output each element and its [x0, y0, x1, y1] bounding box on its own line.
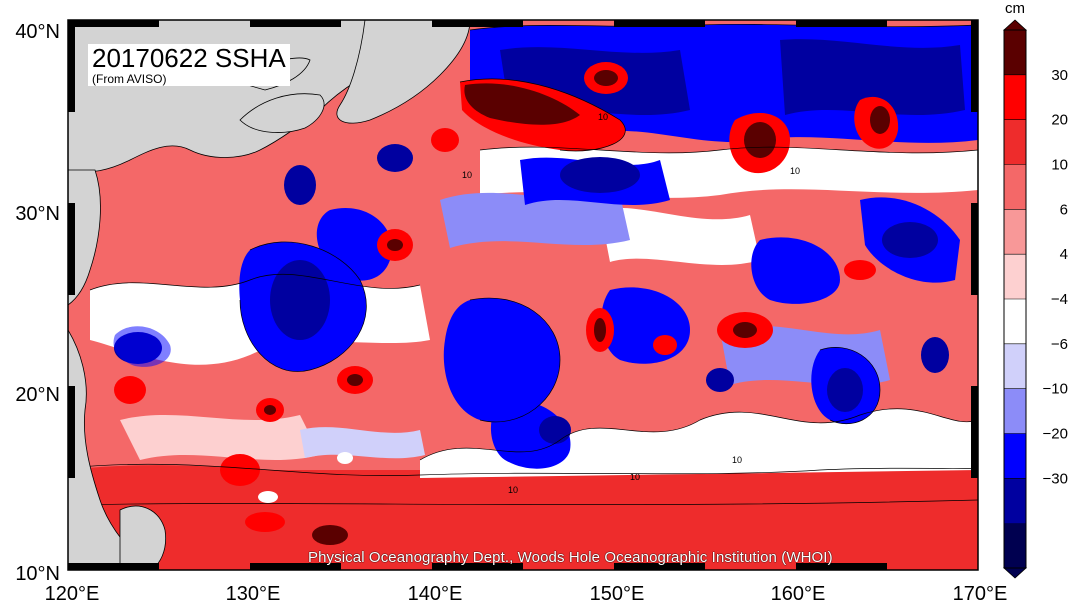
- frame-border-bottom: [68, 563, 887, 570]
- colorbar-tick-label: 6: [1060, 201, 1068, 218]
- contour-label: 10: [508, 485, 518, 495]
- lat-label-20n: 20°N: [15, 384, 60, 406]
- map-title-box: 20170622 SSHA (From AVISO): [88, 44, 290, 86]
- colorbar-swatch: [1004, 388, 1026, 434]
- colorbar-swatch: [1004, 119, 1026, 165]
- colorbar-tick-label: −30: [1043, 470, 1068, 487]
- colorbar-swatch: [1004, 209, 1026, 255]
- frame-border-left: [68, 20, 75, 478]
- contour-label: 10: [630, 472, 640, 482]
- contour-labels: 10 10 10 10 10 10: [462, 112, 800, 495]
- colorbar-tick-label: −4: [1051, 291, 1068, 308]
- colorbar-swatch: [1004, 30, 1026, 76]
- colorbar-swatch: [1004, 433, 1026, 479]
- map-subtitle: (From AVISO): [92, 72, 167, 86]
- colorbar-swatch: [1004, 523, 1026, 569]
- contour-label: 10: [598, 112, 608, 122]
- colorbar-swatch: [1004, 164, 1026, 210]
- colorbar-swatch: [1004, 343, 1026, 390]
- credit-text: Physical Oceanography Dept., Woods Hole …: [308, 549, 833, 566]
- contour-label: 10: [732, 455, 742, 465]
- lat-axis: 40°N 30°N 20°N 10°N: [15, 21, 60, 585]
- lon-label-150e: 150°E: [590, 583, 645, 605]
- lat-label-30n: 30°N: [15, 203, 60, 225]
- lon-axis: 120°E 130°E 140°E 150°E 160°E 170°E: [45, 583, 1008, 605]
- colorbar-top-arrow: [1002, 19, 1028, 31]
- colorbar-tick-label: −20: [1043, 426, 1068, 443]
- frame-border-top: [68, 20, 887, 27]
- colorbar-unit: cm: [1005, 0, 1025, 17]
- colorbar-bottom-arrow: [1002, 567, 1028, 579]
- lon-label-140e: 140°E: [408, 583, 463, 605]
- colorbar-tick-label: −6: [1051, 336, 1068, 353]
- ssha-field: [68, 20, 978, 570]
- colorbar-tick-label: 20: [1051, 112, 1068, 129]
- colorbar-swatch: [1004, 74, 1026, 121]
- lon-label-120e: 120°E: [45, 583, 100, 605]
- lon-label-170e: 170°E: [953, 583, 1008, 605]
- lat-label-40n: 40°N: [15, 21, 60, 43]
- colorbar: cm 30 20 10 6 4 −4 −6 −10 −20 −30: [1002, 0, 1068, 579]
- frame-border-right: [971, 20, 978, 478]
- lon-label-130e: 130°E: [226, 583, 281, 605]
- lon-label-160e: 160°E: [771, 583, 826, 605]
- contour-label: 10: [790, 166, 800, 176]
- lat-label-10n: 10°N: [15, 563, 60, 585]
- colorbar-tick-label: 10: [1051, 157, 1068, 174]
- colorbar-tick-label: −10: [1043, 381, 1068, 398]
- colorbar-swatch: [1004, 478, 1026, 524]
- colorbar-tick-label: 30: [1051, 67, 1068, 84]
- colorbar-swatch: [1004, 254, 1026, 300]
- contour-label: 10: [462, 170, 472, 180]
- colorbar-swatch: [1004, 299, 1026, 345]
- map-title: 20170622 SSHA: [92, 43, 286, 73]
- colorbar-tick-label: 4: [1060, 246, 1068, 263]
